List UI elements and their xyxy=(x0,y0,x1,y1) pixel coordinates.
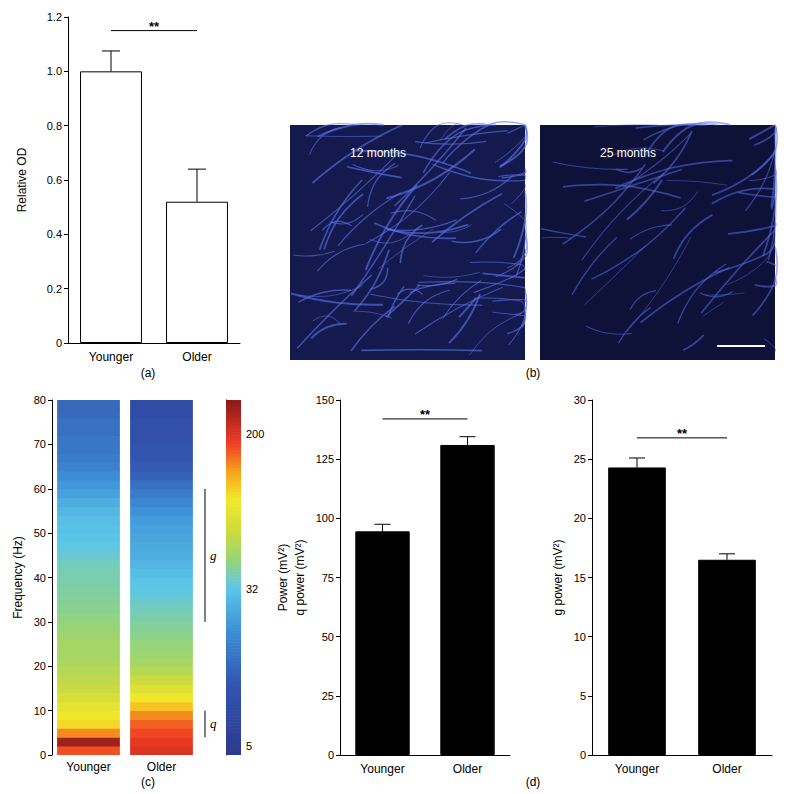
svg-text:Frequency (Hz): Frequency (Hz) xyxy=(11,536,25,619)
svg-text:**: ** xyxy=(420,407,431,422)
svg-text:0: 0 xyxy=(328,749,334,761)
svg-text:20: 20 xyxy=(574,512,586,524)
svg-text:0.6: 0.6 xyxy=(47,174,62,186)
svg-text:10: 10 xyxy=(34,705,46,717)
svg-text:12 months: 12 months xyxy=(350,146,406,160)
svg-text:Older: Older xyxy=(453,762,482,776)
svg-text:30: 30 xyxy=(34,616,46,628)
svg-text:75: 75 xyxy=(322,572,334,584)
svg-text:25 months: 25 months xyxy=(600,146,656,160)
svg-text:0: 0 xyxy=(56,337,62,349)
svg-text:25: 25 xyxy=(322,690,334,702)
svg-text:60: 60 xyxy=(34,483,46,495)
svg-text:150: 150 xyxy=(316,394,334,406)
svg-text:Younger: Younger xyxy=(615,762,659,776)
svg-text:100: 100 xyxy=(316,512,334,524)
svg-text:(c): (c) xyxy=(141,775,155,789)
svg-text:70: 70 xyxy=(34,438,46,450)
svg-text:q power (mV²): q power (mV²) xyxy=(293,539,307,615)
svg-text:(d): (d) xyxy=(526,775,541,789)
svg-text:50: 50 xyxy=(322,631,334,643)
svg-text:30: 30 xyxy=(574,394,586,406)
svg-text:80: 80 xyxy=(34,394,46,406)
svg-text:0: 0 xyxy=(580,749,586,761)
svg-text:(a): (a) xyxy=(141,366,156,380)
svg-text:Relative OD: Relative OD xyxy=(15,147,29,212)
svg-text:40: 40 xyxy=(34,572,46,584)
svg-text:Power (mV²): Power (mV²) xyxy=(276,544,290,611)
svg-text:5: 5 xyxy=(580,690,586,702)
svg-text:5: 5 xyxy=(246,740,252,752)
svg-text:**: ** xyxy=(677,426,688,441)
svg-text:200: 200 xyxy=(246,428,264,440)
svg-text:(b): (b) xyxy=(526,366,541,380)
svg-text:Younger: Younger xyxy=(66,760,110,774)
svg-text:Younger: Younger xyxy=(89,350,133,364)
svg-text:g: g xyxy=(210,548,217,563)
svg-text:**: ** xyxy=(149,19,160,34)
svg-text:q: q xyxy=(210,716,217,731)
svg-text:0.8: 0.8 xyxy=(47,120,62,132)
svg-text:g power (mV²): g power (mV²) xyxy=(551,539,565,615)
svg-text:15: 15 xyxy=(574,572,586,584)
svg-text:0.4: 0.4 xyxy=(47,228,62,240)
svg-text:1.0: 1.0 xyxy=(47,65,62,77)
svg-text:Older: Older xyxy=(712,762,741,776)
svg-text:10: 10 xyxy=(574,631,586,643)
svg-text:50: 50 xyxy=(34,527,46,539)
svg-text:Younger: Younger xyxy=(360,762,404,776)
svg-text:32: 32 xyxy=(246,583,258,595)
svg-text:Older: Older xyxy=(147,760,176,774)
svg-text:0: 0 xyxy=(40,749,46,761)
svg-text:125: 125 xyxy=(316,453,334,465)
svg-text:0.2: 0.2 xyxy=(47,283,62,295)
svg-text:25: 25 xyxy=(574,453,586,465)
svg-text:20: 20 xyxy=(34,660,46,672)
svg-text:1.2: 1.2 xyxy=(47,11,62,23)
svg-text:Older: Older xyxy=(182,350,211,364)
